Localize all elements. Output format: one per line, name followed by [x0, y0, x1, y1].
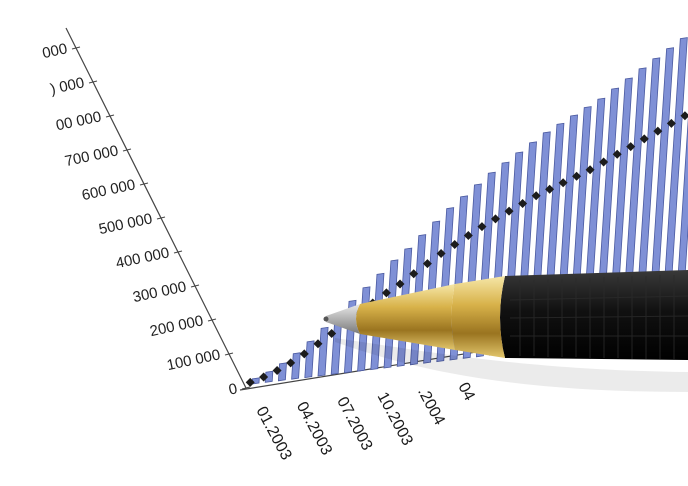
y-tick-mark	[224, 352, 234, 356]
data-marker	[245, 377, 255, 387]
data-marker	[327, 329, 337, 339]
y-tick-label: 0	[227, 380, 239, 398]
y-tick-label: 000	[41, 40, 69, 62]
data-marker	[436, 248, 446, 258]
data-marker	[422, 259, 432, 269]
pen-grip-texture	[509, 275, 688, 360]
bar	[291, 352, 301, 380]
pen-gold-collar	[451, 276, 505, 358]
data-marker	[599, 157, 609, 167]
data-marker	[409, 269, 419, 279]
data-marker	[259, 372, 269, 382]
data-marker	[558, 178, 568, 188]
y-tick-mark	[71, 46, 81, 50]
pen-barrel	[500, 270, 688, 360]
y-tick-mark	[105, 114, 115, 118]
data-marker	[504, 206, 514, 216]
y-tick-mark	[190, 284, 200, 288]
y-tick-mark	[122, 148, 132, 152]
data-marker	[545, 184, 555, 194]
data-marker	[626, 142, 636, 152]
data-marker	[463, 231, 473, 241]
data-marker	[299, 349, 309, 359]
y-tick-mark	[173, 250, 183, 254]
data-marker	[381, 288, 391, 298]
y-tick-mark	[156, 216, 166, 220]
y-tick-mark	[139, 182, 149, 186]
y-tick-mark	[88, 80, 98, 84]
pen-tip	[326, 304, 360, 334]
x-tick-label: 04	[454, 380, 477, 404]
y-axis-line	[65, 27, 247, 389]
data-marker	[585, 165, 595, 175]
data-marker	[680, 111, 688, 121]
data-marker	[653, 126, 663, 136]
data-marker	[612, 149, 622, 159]
pen	[323, 270, 688, 392]
data-marker	[395, 279, 405, 289]
data-marker	[313, 339, 323, 349]
y-tick-mark	[241, 386, 251, 390]
data-marker	[639, 134, 649, 144]
y-tick-mark	[207, 318, 217, 322]
data-marker	[518, 198, 528, 208]
data-marker	[666, 118, 676, 128]
data-marker	[531, 191, 541, 201]
pen-ball	[323, 316, 329, 322]
data-marker	[477, 222, 487, 232]
pen-shadow	[335, 338, 688, 392]
data-marker	[572, 171, 582, 181]
data-marker	[272, 366, 282, 376]
data-marker	[286, 358, 296, 368]
data-marker	[491, 214, 501, 224]
y-tick-label: ) 000	[49, 74, 86, 98]
data-marker	[450, 239, 460, 249]
pen-gold-cone	[356, 284, 455, 350]
